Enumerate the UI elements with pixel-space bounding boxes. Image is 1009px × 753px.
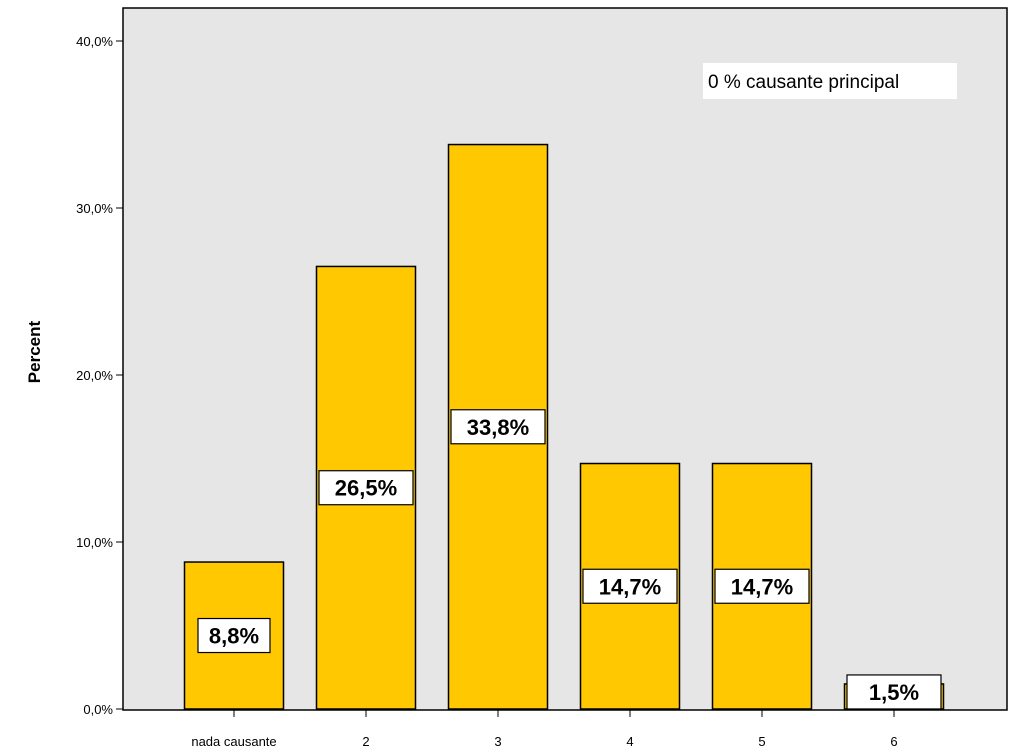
y-tick-label: 0,0% [83, 702, 113, 717]
data-label-text: 1,5% [869, 680, 919, 705]
y-tick-label: 40,0% [76, 34, 113, 49]
data-label-box [450, 409, 546, 445]
x-category-label: 2 [362, 734, 369, 748]
data-labels: 8,8% 26,5% 33,8% 14,7% 14,7% 1,5% [197, 409, 942, 710]
y-tick-label: 10,0% [76, 535, 113, 550]
annotation-label: 0 % causante principal [708, 72, 899, 93]
data-label-box [318, 470, 414, 506]
x-category-label: 4 [626, 734, 633, 748]
y-axis-title: Percent [25, 320, 44, 383]
y-tick-label: 20,0% [76, 368, 113, 383]
data-label-text: 14,7% [731, 574, 793, 599]
x-category-label: 6 [890, 734, 897, 748]
data-label: 8,8% [197, 617, 271, 654]
x-axis: nada causante 2 3 4 5 6 [191, 710, 898, 749]
y-axis: 0,0% 10,0% 20,0% 30,0% 40,0% [76, 34, 123, 717]
data-label: 14,7% [582, 568, 678, 604]
y-tick-label: 30,0% [76, 201, 113, 216]
data-label: 33,8% [450, 409, 546, 445]
annotation-box: 0 % causante principal [703, 63, 957, 99]
data-label: 1,5% [846, 674, 942, 710]
data-label-text: 26,5% [335, 476, 397, 501]
data-label-text: 14,7% [599, 574, 661, 599]
data-label-text: 33,8% [467, 415, 529, 440]
data-label-text: 8,8% [209, 624, 259, 649]
data-label-box [714, 568, 810, 604]
data-label: 14,7% [714, 568, 810, 604]
data-label-box [582, 568, 678, 604]
data-label-box [197, 617, 271, 654]
x-category-label: 5 [758, 734, 765, 748]
data-label-box [846, 674, 942, 710]
x-category-label: nada causante [191, 734, 276, 748]
data-label: 26,5% [318, 470, 414, 506]
x-category-label: 3 [494, 734, 501, 748]
